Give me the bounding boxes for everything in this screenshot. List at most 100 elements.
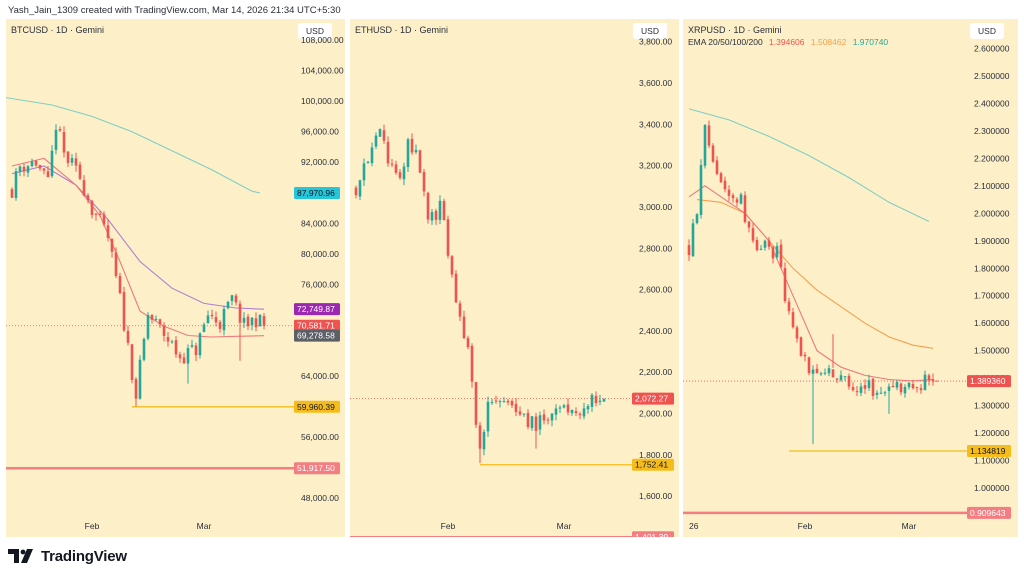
candle-body: [803, 354, 807, 357]
y-tick-label: 2.100000: [974, 181, 1010, 191]
candle-body: [38, 164, 42, 169]
x-tick-label: Feb: [798, 521, 813, 531]
candle-body: [414, 149, 418, 153]
x-tick-label: Feb: [441, 521, 456, 531]
candle-body: [522, 413, 526, 415]
candle-body: [366, 162, 370, 164]
candle-body: [562, 405, 566, 408]
candle-body: [474, 382, 478, 425]
candle-body: [186, 348, 190, 364]
candle-body: [70, 158, 74, 163]
candle-body: [731, 195, 735, 199]
candle-body: [166, 336, 170, 342]
candle-body: [747, 221, 751, 228]
candle-body: [494, 400, 498, 402]
candle-body: [462, 316, 466, 338]
candle-body: [935, 380, 939, 382]
candle-body: [767, 240, 771, 247]
candle-body: [691, 223, 695, 257]
candle-body: [875, 392, 879, 395]
candle-body: [823, 372, 827, 374]
price-label-text: 59,960.39: [297, 402, 335, 412]
y-tick-label: 2.000000: [974, 208, 1010, 218]
candle-body: [222, 308, 226, 331]
x-tick-label: Feb: [85, 521, 100, 531]
candle-body: [430, 212, 434, 221]
candle-body: [787, 301, 791, 312]
candle-body: [138, 359, 142, 399]
eth-chart[interactable]: 3,800.00 3,600.00 3,400.00 3,200.00 3,000.00…: [350, 19, 679, 537]
candle-body: [102, 214, 106, 225]
currency-button[interactable]: USD: [970, 23, 1004, 39]
price-label-text: 2,072.27: [635, 394, 668, 404]
candle-body: [598, 400, 602, 402]
currency-button[interactable]: USD: [298, 23, 332, 39]
candle-body: [903, 386, 907, 394]
price-label-text: 72,749.87: [297, 304, 335, 314]
candle-body: [530, 416, 534, 429]
candle-body: [879, 392, 883, 394]
y-tick-label: 1.100000: [974, 456, 1010, 466]
candle-body: [258, 314, 262, 327]
x-tick-label: Mar: [557, 521, 572, 531]
price-label-text: 1,401.39: [635, 532, 668, 537]
candle-body: [10, 189, 14, 198]
ema-100-value: 1.970740: [852, 37, 889, 47]
symbol-label[interactable]: XRPUSD · 1D · Gemini: [688, 25, 782, 35]
candle-body: [550, 413, 554, 421]
y-tick-label: 2.400000: [974, 98, 1010, 108]
eth-panel[interactable]: ETHUSD · 1D · Gemini USD 3,800.00 3,600.0…: [350, 19, 679, 537]
candle-body: [574, 411, 578, 414]
price-label-text: 0.909643: [970, 508, 1006, 518]
candle-body: [558, 407, 562, 409]
candle-body: [190, 345, 194, 347]
candle-body: [206, 315, 210, 324]
tradingview-logo[interactable]: TradingView: [8, 545, 127, 567]
candle-body: [755, 239, 759, 251]
brand-name: TradingView: [41, 547, 127, 565]
candle-body: [851, 387, 855, 391]
candle-body: [839, 375, 843, 381]
y-tick-label: 2.200000: [974, 153, 1010, 163]
candle-body: [899, 383, 903, 393]
candle-body: [66, 151, 70, 163]
candle-body: [230, 295, 234, 302]
candle-body: [246, 316, 250, 327]
candle-body: [358, 180, 362, 197]
candle-body: [711, 145, 715, 162]
candle-body: [174, 340, 178, 355]
candle-body: [426, 192, 430, 220]
candle-body: [883, 392, 887, 394]
btc-panel[interactable]: BTCUSD · 1D · Gemini USD 108,000.00 104,0…: [6, 19, 345, 537]
candle-body: [22, 166, 26, 172]
candle-body: [446, 219, 450, 256]
btc-chart[interactable]: 108,000.00 104,000.00 100,000.00 96,000.00 9…: [6, 19, 345, 537]
price-label-box: [294, 186, 340, 199]
price-label-text: 87,970.96: [297, 188, 335, 198]
xrp-chart[interactable]: 2.600000 2.500000 2.400000 2.300000 2.200000…: [683, 19, 1018, 537]
candle-body: [811, 369, 815, 374]
candle-body: [154, 318, 158, 320]
candle-body: [735, 199, 739, 203]
candle-body: [254, 318, 258, 328]
candle-body: [18, 166, 22, 172]
currency-button[interactable]: USD: [633, 23, 667, 39]
moving-average-line: [11, 157, 265, 338]
y-tick-label: 2,400.00: [639, 326, 672, 336]
price-label-box: [967, 375, 1011, 388]
y-tick-label: 3,600.00: [639, 78, 672, 88]
y-tick-label: 2,000.00: [639, 409, 672, 419]
candle-body: [146, 314, 150, 339]
candle-body: [546, 419, 550, 421]
xrp-panel[interactable]: XRPUSD · 1D · Gemini EMA 20/50/100/200 1…: [683, 19, 1018, 537]
x-tick-label: Mar: [902, 521, 917, 531]
symbol-label[interactable]: ETHUSD · 1D · Gemini: [355, 25, 449, 35]
y-tick-label: 1.700000: [974, 291, 1010, 301]
price-label-box: [294, 319, 340, 332]
candle-body: [394, 164, 398, 173]
candle-body: [739, 194, 743, 204]
y-tick-label: 1,800.00: [639, 450, 672, 460]
candle-body: [919, 388, 923, 391]
symbol-label[interactable]: BTCUSD · 1D · Gemini: [11, 25, 105, 35]
candle-body: [815, 368, 819, 373]
